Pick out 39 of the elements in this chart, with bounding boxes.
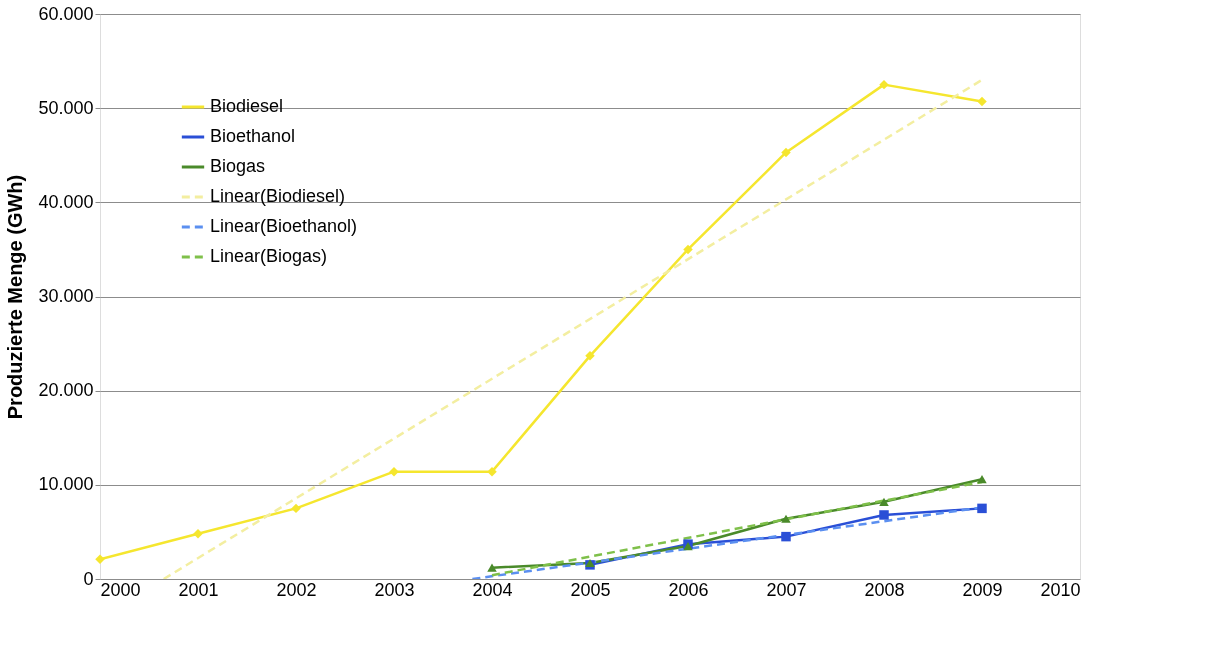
point	[389, 466, 399, 477]
point	[879, 497, 889, 506]
y-tick-label: 50.000	[38, 97, 94, 118]
legend-label: Linear(Bioethanol)	[210, 216, 358, 236]
y-axis-title: Produzierte Menge (GWh)	[4, 174, 27, 420]
point	[977, 96, 987, 107]
legend-label: Biogas	[210, 156, 266, 176]
point	[683, 244, 693, 255]
y-tick-label: 20.000	[38, 380, 94, 401]
y-tick-label: 30.000	[38, 286, 94, 306]
x-tick-label: 2005	[570, 579, 611, 600]
point	[781, 531, 791, 542]
x-tick-label: 2010	[1040, 579, 1081, 600]
legend-label: Biodiesel	[210, 96, 284, 116]
legend-label: Bioethanol	[210, 126, 296, 146]
point	[879, 79, 889, 90]
y-tick-label: 10.000	[38, 474, 94, 495]
point	[977, 475, 987, 484]
x-tick-label: 2009	[962, 579, 1003, 600]
x-tick-label: 2004	[472, 579, 513, 600]
point	[781, 514, 791, 523]
point	[487, 563, 497, 572]
x-tick-label: 2002	[276, 579, 317, 600]
x-tick-label: 2001	[178, 579, 219, 600]
x-tick-label: 2003	[374, 579, 415, 600]
point	[781, 147, 791, 158]
y-tick-label: 60.000	[38, 3, 94, 24]
point	[291, 503, 301, 514]
point	[487, 466, 497, 477]
point	[977, 503, 987, 514]
x-tick-label: 2006	[668, 579, 709, 600]
legend-label: Linear(Biodiesel)	[210, 186, 346, 206]
point	[879, 510, 889, 520]
x-tick-label: 2008	[864, 579, 905, 600]
y-tick-label: 0	[83, 568, 94, 589]
x-tick-label: 2000	[100, 579, 141, 600]
x-tick-label: 2007	[766, 579, 807, 600]
y-tick-label: 40.000	[38, 191, 94, 212]
legend-label: Linear(Biogas)	[210, 246, 328, 266]
